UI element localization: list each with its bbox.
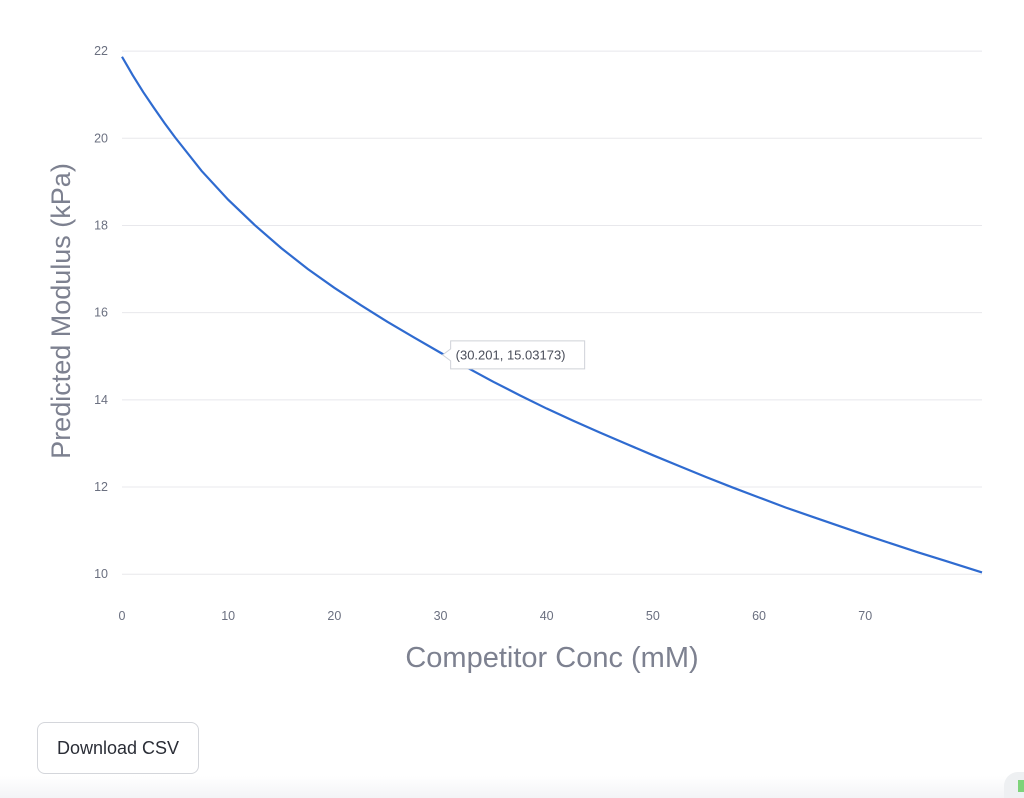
tooltip-text: (30.201, 15.03173)	[456, 347, 566, 362]
x-tick-label: 50	[646, 609, 660, 623]
y-tick-label: 20	[94, 131, 108, 145]
y-tick-label: 12	[94, 480, 108, 494]
y-tick-label: 16	[94, 306, 108, 320]
chart: 10 12 14 16 18 20 22 0 10 20 30 40 50 60 70 Predicted…	[46, 44, 983, 674]
y-axis-ticks: 10 12 14 16 18 20 22	[94, 44, 108, 581]
bottom-fade	[0, 776, 1024, 798]
x-tick-label: 70	[858, 609, 872, 623]
y-tick-label: 10	[94, 567, 108, 581]
tooltip: (30.201, 15.03173)	[441, 340, 586, 370]
corner-widget[interactable]	[1004, 772, 1024, 798]
corner-widget-icon	[1018, 780, 1024, 792]
series-line[interactable]	[121, 56, 983, 574]
x-tick-label: 20	[327, 609, 341, 623]
download-csv-button[interactable]: Download CSV	[37, 722, 199, 774]
x-tick-label: 0	[119, 609, 126, 623]
tooltip-box	[441, 340, 586, 370]
x-axis-ticks: 0 10 20 30 40 50 60 70	[119, 609, 873, 623]
y-tick-label: 22	[94, 44, 108, 58]
x-tick-label: 10	[221, 609, 235, 623]
x-axis-title: Competitor Conc (mM)	[405, 642, 698, 674]
series-layer	[121, 56, 983, 574]
x-tick-label: 40	[540, 609, 554, 623]
y-tick-label: 18	[94, 218, 108, 232]
y-tick-label: 14	[94, 393, 108, 407]
y-axis-title: Predicted Modulus (kPa)	[46, 163, 76, 459]
x-tick-label: 30	[434, 609, 448, 623]
x-tick-label: 60	[752, 609, 766, 623]
grid-lines	[122, 50, 982, 575]
